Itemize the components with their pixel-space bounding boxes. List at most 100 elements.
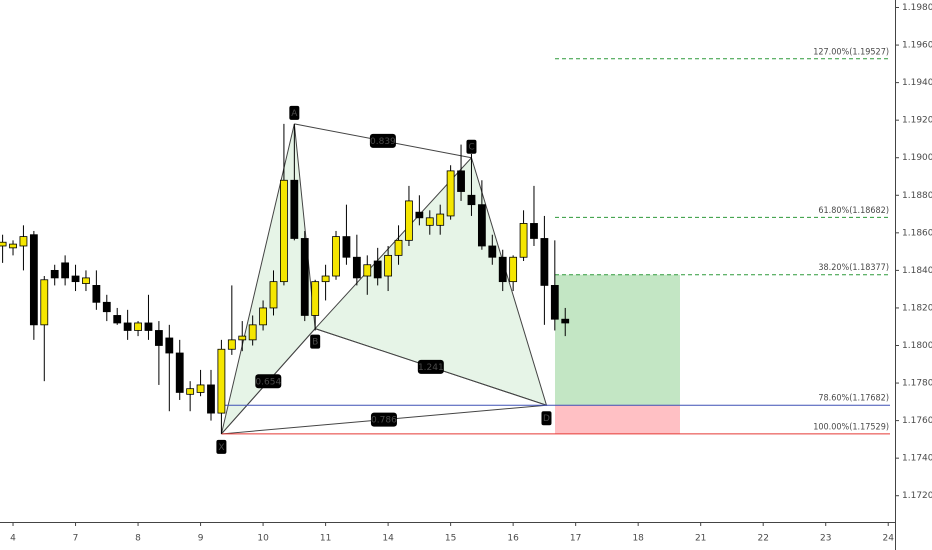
y-tick-label: 1.19600 [902, 41, 932, 51]
ratio-badge [369, 133, 396, 148]
point-badge [289, 105, 300, 120]
ratio-label: 0.839 [370, 137, 396, 147]
candle-body [457, 170, 465, 192]
candle-body [540, 238, 549, 286]
x-tick-label: 15 [445, 534, 456, 544]
x-tick-label: 24 [883, 534, 895, 544]
candle-body [217, 348, 226, 414]
x-tick-label: 10 [257, 534, 269, 544]
x-tick-label: 22 [757, 534, 768, 544]
fib-level-label: 61.80%(1.18682) [818, 206, 889, 216]
candle-body [71, 275, 80, 283]
candle-body [61, 262, 70, 279]
x-tick-label: 9 [198, 534, 204, 544]
candle-body [123, 322, 132, 331]
fib-level-label: 78.60%(1.17682) [818, 394, 889, 404]
candle-body [186, 388, 195, 395]
candle-body [269, 281, 278, 309]
candle-body [405, 200, 413, 241]
candle-body [92, 285, 101, 303]
candle-body [321, 275, 330, 283]
reward-zone [555, 274, 680, 406]
ratio-badge [370, 412, 397, 427]
y-tick-label: 1.19000 [902, 153, 932, 163]
candle-body [19, 236, 28, 247]
point-label: D [543, 414, 550, 424]
x-tick-label: 21 [695, 534, 706, 544]
x-tick-label: 18 [632, 534, 644, 544]
fib-level-label: 127.00%(1.19527) [813, 47, 889, 57]
x-tick-label: 7 [73, 534, 79, 544]
candle-body [446, 170, 455, 217]
candle-body [530, 223, 538, 239]
point-label: B [312, 338, 318, 348]
candle-body [29, 234, 38, 326]
x-tick-label: 8 [135, 534, 141, 544]
candle-body [332, 236, 340, 277]
candle-body [113, 315, 122, 324]
candle-body [363, 264, 372, 277]
candle-body [144, 322, 153, 331]
x-tick-label: 4 [10, 534, 16, 544]
y-tick-label: 1.17600 [902, 416, 932, 426]
candle-body [0, 241, 7, 247]
y-tick-label: 1.19200 [902, 116, 932, 126]
candle-body [467, 194, 476, 206]
candle-body [498, 256, 507, 283]
candle-body [561, 318, 570, 324]
x-tick-label: 14 [382, 534, 394, 544]
candle-body [207, 384, 215, 414]
point-label: C [468, 143, 474, 153]
candle-body [280, 179, 288, 283]
risk-zone [555, 405, 680, 434]
candle-body [384, 254, 393, 277]
y-tick-label: 1.17800 [902, 379, 932, 389]
candle-body [227, 339, 236, 350]
ratio-label: 0.654 [255, 377, 281, 387]
candle-body [154, 330, 163, 346]
y-tick-label: 1.17200 [902, 491, 932, 501]
y-tick-label: 1.19400 [902, 78, 932, 88]
y-tick-label: 1.18600 [902, 228, 932, 238]
ratio-label: 0.786 [371, 416, 397, 426]
candle-body [373, 260, 382, 279]
y-tick-label: 1.18400 [902, 266, 932, 276]
candle-body [415, 211, 424, 219]
candle-body [509, 256, 518, 283]
candle-body [165, 337, 174, 354]
ratio-label: 1.241 [418, 363, 444, 373]
candle-body [238, 335, 247, 341]
candle-body [394, 239, 403, 256]
y-tick-label: 1.18200 [902, 303, 932, 313]
candle-body [82, 277, 90, 284]
candle-body [352, 256, 361, 279]
candle-body [40, 279, 49, 326]
candle-body [311, 281, 320, 316]
candle-body [300, 238, 309, 316]
candle-body [196, 384, 205, 393]
ratio-badge [255, 374, 282, 389]
x-tick-label: 16 [507, 534, 519, 544]
point-badge [541, 411, 552, 426]
candle-body [102, 301, 111, 313]
candle-body [290, 179, 299, 239]
point-label: X [218, 443, 224, 453]
y-tick-label: 1.17400 [902, 454, 932, 464]
point-badge [310, 334, 321, 349]
candle-body [519, 223, 528, 258]
candle-body [175, 352, 184, 393]
point-badge [466, 139, 477, 154]
point-label: A [291, 109, 298, 119]
candle-body [50, 269, 59, 279]
candle-body [248, 324, 257, 341]
candle-body [342, 236, 351, 258]
x-tick-label: 11 [320, 534, 331, 544]
point-badge [216, 439, 227, 454]
candle-body [425, 217, 434, 226]
fib-level-label: 38.20%(1.18377) [818, 263, 889, 273]
candle-body [9, 243, 17, 249]
candle-body [134, 322, 142, 331]
x-tick-label: 23 [820, 534, 831, 544]
